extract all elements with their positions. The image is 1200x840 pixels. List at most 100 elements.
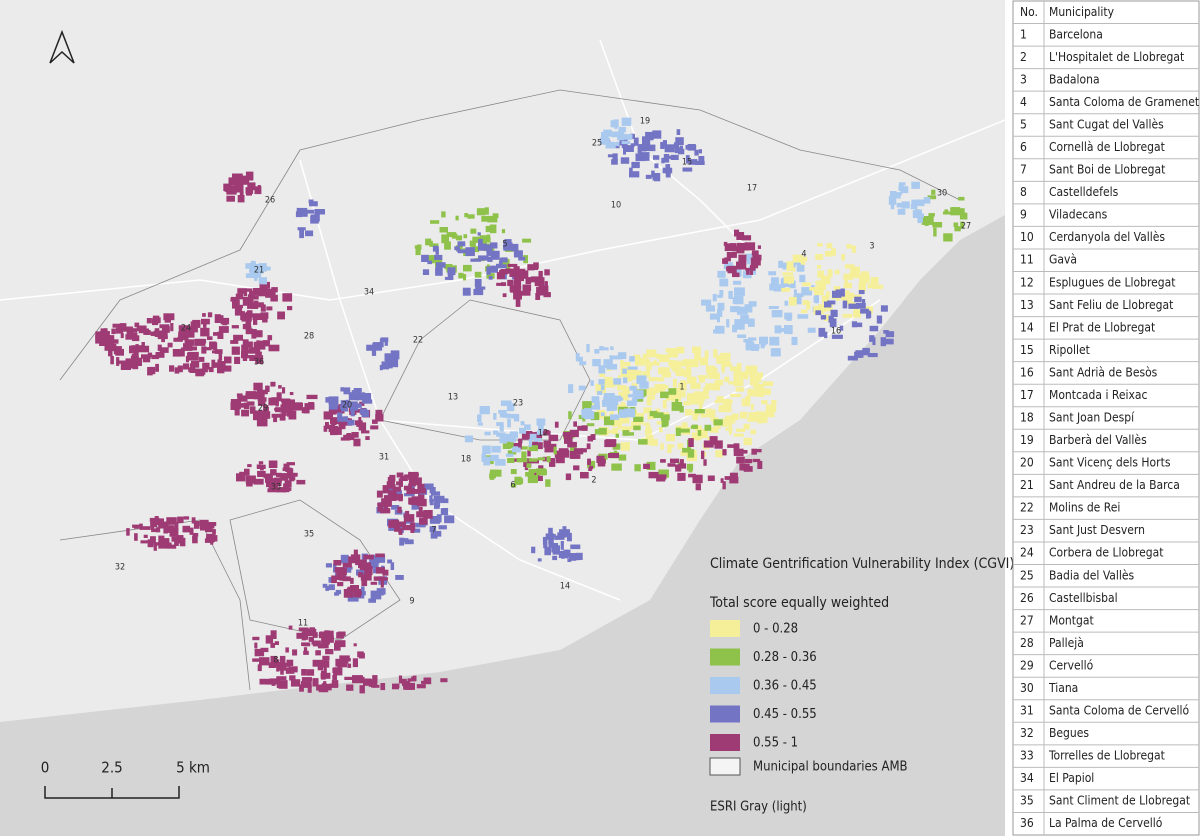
area-patch [427, 255, 433, 264]
area-patch [707, 475, 715, 481]
area-patch [910, 203, 918, 210]
map-label: 32 [115, 563, 125, 573]
area-patch [301, 669, 307, 676]
table-cell: Tiana [1048, 681, 1078, 695]
area-patch [648, 377, 660, 382]
area-patch [651, 170, 655, 178]
area-patch [410, 522, 416, 531]
area-patch [548, 537, 554, 545]
area-patch [897, 208, 906, 215]
area-patch [473, 288, 484, 296]
map-label: 12 [538, 429, 548, 439]
area-patch [340, 662, 347, 668]
area-patch [265, 385, 270, 392]
area-patch [611, 418, 622, 427]
area-patch [161, 337, 165, 343]
area-patch [830, 309, 838, 317]
area-patch [351, 390, 355, 394]
area-patch [639, 381, 649, 389]
map-label: 28 [304, 332, 314, 342]
area-patch [328, 577, 332, 583]
area-patch [416, 684, 426, 689]
area-patch [217, 365, 225, 374]
area-patch [260, 312, 269, 319]
area-patch [720, 478, 724, 483]
area-patch [880, 337, 886, 347]
area-patch [665, 434, 676, 442]
area-patch [417, 483, 425, 491]
table-cell: 14 [1020, 320, 1034, 334]
area-patch [507, 450, 517, 455]
area-patch [325, 585, 329, 591]
area-patch [254, 648, 265, 657]
area-patch [523, 255, 528, 264]
table-cell: 35 [1020, 794, 1034, 808]
area-patch [733, 372, 738, 379]
area-patch [211, 359, 216, 368]
area-patch [807, 327, 816, 333]
area-patch [584, 408, 592, 416]
area-patch [397, 506, 402, 513]
area-patch [312, 678, 319, 687]
area-patch [680, 450, 690, 456]
area-patch [95, 331, 101, 340]
area-patch [618, 454, 627, 461]
area-patch [230, 399, 240, 406]
area-patch [629, 167, 633, 173]
area-patch [944, 209, 949, 213]
area-patch [546, 456, 551, 463]
area-patch [339, 576, 344, 581]
area-patch [759, 336, 768, 345]
area-patch [734, 319, 744, 325]
area-patch [959, 212, 968, 220]
area-patch [617, 375, 622, 381]
area-patch [296, 632, 304, 639]
area-patch [286, 409, 294, 417]
area-patch [174, 367, 180, 374]
area-patch [617, 424, 622, 430]
area-patch [139, 526, 151, 530]
table-cell: Torrelles de Llobregat [1048, 749, 1165, 763]
area-patch [797, 314, 809, 319]
area-patch [492, 213, 499, 218]
area-patch [277, 666, 287, 671]
table-cell: 16 [1020, 365, 1034, 379]
area-patch [861, 271, 869, 276]
map-label: 33 [271, 483, 281, 493]
area-patch [764, 411, 775, 418]
table-cell: Esplugues de Llobregat [1049, 275, 1175, 289]
area-patch [334, 401, 339, 408]
area-patch [353, 388, 362, 393]
area-patch [606, 364, 618, 370]
area-patch [353, 438, 361, 447]
area-patch [867, 283, 875, 289]
area-patch [176, 539, 183, 544]
area-patch [236, 473, 246, 482]
area-patch [304, 209, 314, 214]
legend-label: Municipal boundaries AMB [753, 760, 908, 775]
area-patch [381, 498, 392, 507]
area-patch [306, 394, 318, 400]
area-patch [727, 444, 739, 448]
area-patch [265, 293, 275, 298]
area-patch [663, 154, 670, 163]
area-patch [104, 341, 115, 351]
area-patch [536, 430, 543, 435]
area-patch [305, 230, 314, 237]
area-patch [153, 518, 164, 523]
area-patch [380, 590, 384, 596]
area-patch [514, 478, 524, 484]
area-patch [300, 681, 312, 688]
area-patch [253, 382, 263, 391]
area-patch [155, 363, 159, 372]
area-patch [735, 387, 745, 392]
area-patch [346, 568, 352, 573]
area-patch [896, 192, 901, 199]
area-patch [719, 278, 729, 287]
area-patch [481, 215, 492, 222]
area-patch [768, 306, 779, 309]
area-patch [784, 325, 793, 334]
area-patch [853, 311, 861, 318]
area-patch [252, 658, 262, 662]
area-patch [463, 274, 467, 281]
